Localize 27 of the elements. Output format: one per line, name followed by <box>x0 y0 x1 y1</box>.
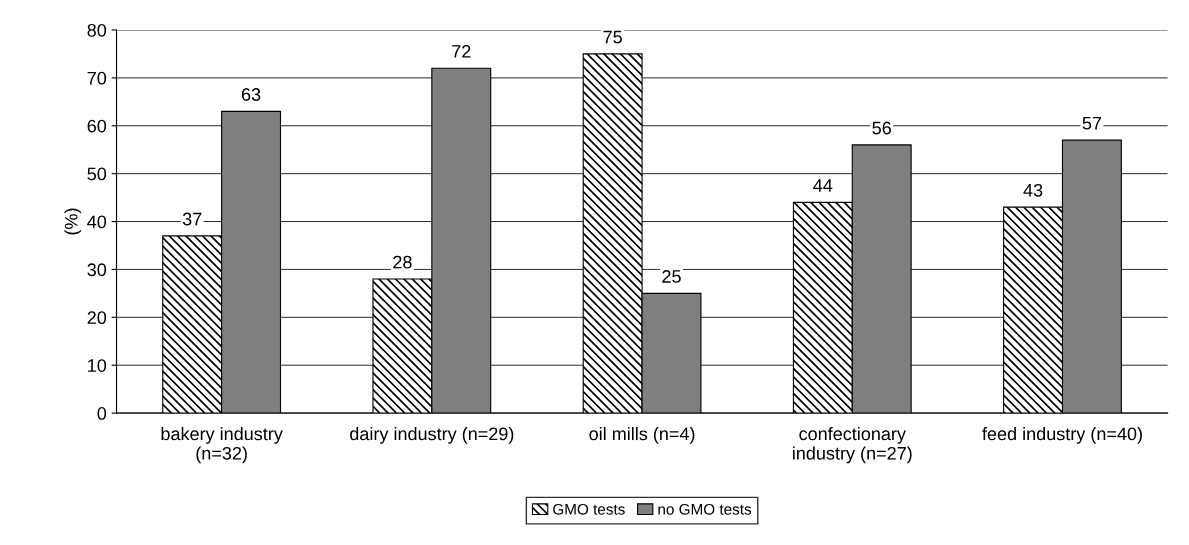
x-tick-label: bakery industry (n=32) <box>161 427 283 464</box>
data-label: 63 <box>241 88 261 101</box>
data-label: 56 <box>872 121 891 135</box>
legend-label: GMO tests <box>553 503 625 515</box>
y-tick-label: 60 <box>87 119 107 133</box>
legend-label: no GMO tests <box>658 503 752 515</box>
y-tick-label: 20 <box>87 311 107 325</box>
y-tick-label: 50 <box>87 167 107 181</box>
x-tick-label: oil mills (n=4) <box>589 427 695 444</box>
data-label: 37 <box>182 212 202 226</box>
y-tick-label: 30 <box>87 263 107 277</box>
x-tick-label: dairy industry (n=29) <box>350 427 514 444</box>
data-label: 57 <box>1082 117 1102 130</box>
y-tick-label: 80 <box>87 23 107 37</box>
data-label: 43 <box>1023 183 1043 197</box>
data-label: 28 <box>393 255 412 269</box>
y-tick-label: 70 <box>87 71 107 85</box>
data-label: 25 <box>662 270 681 283</box>
y-tick-label: 0 <box>97 407 107 420</box>
data-label: 72 <box>452 44 471 58</box>
y-tick-label: 10 <box>88 359 107 372</box>
x-tick-label: confectionary industry (n=27) <box>793 427 912 464</box>
data-label: 75 <box>603 30 622 44</box>
y-axis-title: (%) <box>64 208 82 235</box>
x-tick-label: feed industry (n=40) <box>982 427 1142 444</box>
y-tick-label: 40 <box>87 215 107 229</box>
data-label: 44 <box>813 179 833 192</box>
